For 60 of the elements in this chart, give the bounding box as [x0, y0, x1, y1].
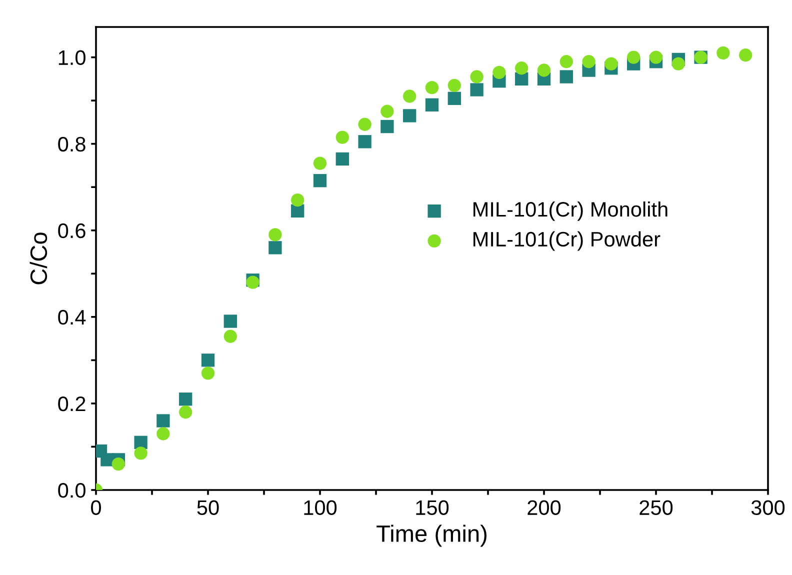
x-tick-label: 150	[416, 500, 449, 516]
point	[224, 314, 237, 328]
point	[403, 90, 416, 103]
y-tick-label: 0.0	[58, 483, 86, 498]
point	[425, 80, 439, 94]
y-tick-label: 1.0	[58, 50, 86, 66]
point	[134, 436, 148, 449]
y-tick-label: 0.2	[58, 396, 86, 412]
y-axis-title: C/Co	[30, 232, 48, 284]
point	[201, 354, 215, 367]
point	[425, 98, 439, 112]
y-tick-label: 0.4	[58, 310, 86, 325]
point	[649, 50, 663, 64]
point	[268, 241, 282, 254]
point	[492, 66, 506, 80]
x-tick-label: 200	[528, 500, 561, 516]
point	[448, 92, 461, 105]
point	[268, 228, 282, 242]
point	[313, 156, 327, 170]
point	[358, 118, 372, 131]
point	[515, 62, 528, 75]
point	[179, 392, 192, 406]
point	[224, 330, 237, 343]
point	[582, 55, 596, 68]
point	[380, 120, 394, 134]
point	[134, 446, 148, 460]
x-tick-label: 300	[751, 500, 785, 516]
point	[470, 70, 484, 84]
point	[470, 83, 484, 96]
point	[291, 193, 304, 207]
x-tick-label: 100	[304, 500, 337, 516]
point	[112, 457, 125, 471]
point	[336, 152, 349, 166]
point	[156, 427, 170, 440]
point	[604, 57, 618, 70]
point	[560, 70, 573, 84]
x-tick-label: 0	[91, 500, 101, 516]
y-tick-label: 0.6	[58, 223, 86, 238]
point	[313, 174, 327, 188]
legend-label: MIL-101(Cr) Powder	[474, 231, 660, 251]
point	[358, 135, 372, 148]
point	[716, 46, 730, 60]
x-axis-title: Time (min)	[376, 524, 486, 547]
point	[560, 55, 573, 68]
point	[672, 57, 685, 70]
point	[380, 104, 394, 118]
point	[291, 204, 304, 218]
point	[739, 48, 752, 62]
x-tick-label: 250	[640, 500, 673, 516]
point	[336, 130, 349, 144]
point	[537, 64, 551, 77]
point	[179, 406, 192, 419]
point	[156, 414, 170, 428]
point	[201, 366, 215, 380]
y-tick-label: 0.8	[58, 136, 86, 152]
point	[403, 109, 416, 122]
point	[448, 78, 461, 92]
legend-label: MIL-101(Cr) Monolith	[474, 201, 668, 221]
point	[627, 50, 640, 64]
x-tick-label: 50	[197, 500, 219, 516]
